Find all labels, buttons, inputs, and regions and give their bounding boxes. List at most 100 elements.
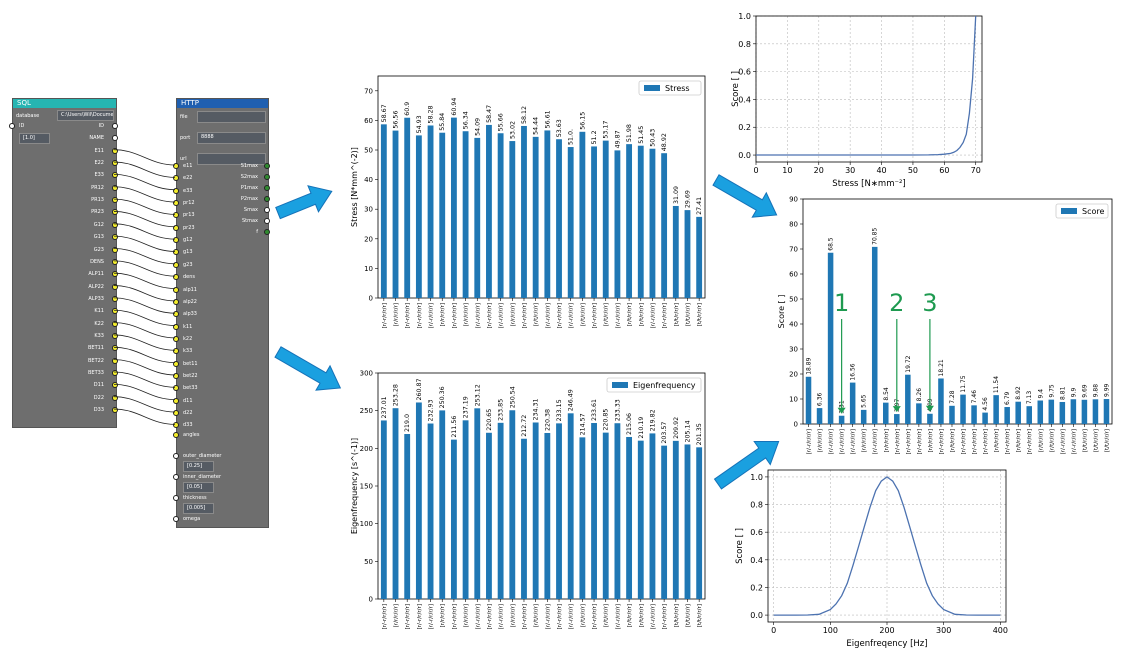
http-input-port-bet33[interactable]: [173, 385, 179, 392]
bar-value-label: 53.17: [603, 121, 610, 139]
http-port-label-pr23: pr23: [183, 224, 195, 231]
sql-output-port-pr13[interactable]: [112, 197, 118, 204]
id-field[interactable]: [1.0]: [19, 133, 50, 144]
http-output-port-s2max[interactable]: [264, 174, 270, 180]
bar: [567, 147, 574, 298]
bar-value-label: 48.92: [661, 133, 668, 151]
bar: [544, 130, 551, 298]
http-node[interactable]: HTTP file port 8888 url e11 e22 e33 pr12 pr1…: [173, 98, 270, 528]
http-output-port-p2max[interactable]: [264, 196, 270, 202]
sql-node[interactable]: SQL database C:\Users\Wil\Documents ID […: [9, 98, 118, 428]
database-input-port[interactable]: [9, 123, 15, 129]
x-axis-label: Stress [N∗mm⁻²]: [832, 179, 905, 189]
sql-output-port-id[interactable]: [112, 123, 118, 129]
wire: [113, 408, 176, 425]
http-input-port-k33[interactable]: [173, 348, 179, 355]
sql-output-port-g13[interactable]: [112, 234, 118, 241]
port-field[interactable]: 8888: [197, 132, 266, 144]
x-tick-label: [r/t/r/r/r]: [534, 604, 540, 627]
bar-value-label: 60.9: [404, 102, 411, 116]
sql-output-port-e11[interactable]: [112, 147, 118, 154]
http-input-port-bet22[interactable]: [173, 372, 179, 379]
http-input-port-k11[interactable]: [173, 323, 179, 330]
http-input-port-dens[interactable]: [173, 274, 179, 281]
http-input-port-pr23[interactable]: [173, 224, 179, 231]
arrow-icon: [274, 346, 342, 391]
x-tick-label: [t/t/r/r/r]: [685, 303, 691, 326]
file-field[interactable]: [197, 111, 266, 123]
http-input-port-alp22[interactable]: [173, 298, 179, 305]
sql-output-port-k11[interactable]: [112, 308, 118, 315]
eigenfrequency-bar-chart: 0 50 100 150 200 250 300 237.01 [r/-r/r/r/r] 253.…: [350, 370, 706, 629]
http-input-port-g23[interactable]: [173, 261, 179, 268]
sql-output-port-dens[interactable]: [112, 258, 118, 265]
http-extra-field-thickness[interactable]: [0.005]: [183, 503, 214, 514]
x-tick-label: 0: [771, 626, 776, 635]
http-input-port-d11[interactable]: [173, 397, 179, 404]
y-tick-label: 150: [360, 483, 373, 491]
http-input-port-e33[interactable]: [173, 187, 179, 194]
http-input-port-d33[interactable]: [173, 422, 179, 429]
http-input-port-e22[interactable]: [173, 175, 179, 182]
sql-output-port-d33[interactable]: [112, 407, 118, 414]
http-input-port-angles[interactable]: [173, 432, 179, 438]
http-input-port-e11[interactable]: [173, 163, 179, 169]
http-input-port-g13[interactable]: [173, 249, 179, 256]
http-input-port-bet11[interactable]: [173, 360, 179, 367]
x-tick-label: [r/t/r/r/r]: [639, 303, 645, 326]
database-field[interactable]: C:\Users\Wil\Documents: [57, 110, 114, 121]
sql-output-port-d11[interactable]: [112, 382, 118, 389]
sql-output-port-bet22[interactable]: [112, 357, 118, 364]
sql-output-port-e22[interactable]: [112, 160, 118, 167]
sql-port-label-e33: E33: [94, 172, 104, 179]
http-output-port-s1max[interactable]: [264, 163, 270, 169]
sql-port-label-dens: DENS: [90, 258, 104, 265]
sql-output-port-bet33[interactable]: [112, 370, 118, 376]
y-tick-label: 0: [369, 295, 373, 303]
http-input-port-k22[interactable]: [173, 335, 179, 342]
x-tick-label: [r/t/r/r/r]: [580, 604, 586, 627]
sql-output-port-alp33[interactable]: [112, 295, 118, 302]
sql-output-port-name[interactable]: [112, 135, 118, 142]
http-input-port-alp33[interactable]: [173, 311, 179, 318]
http-input-port-d22[interactable]: [173, 410, 179, 416]
sql-output-port-g23[interactable]: [112, 246, 118, 253]
x-tick-label: [t/t/r/r/r]: [1093, 429, 1099, 452]
sql-output-port-alp11[interactable]: [112, 271, 118, 278]
sql-output-port-k33[interactable]: [112, 332, 118, 339]
http-input-port-omega[interactable]: [173, 516, 179, 522]
http-output-port-f[interactable]: [264, 229, 270, 235]
x-tick-label: 30: [845, 166, 855, 175]
bar: [637, 145, 644, 298]
legend-label: Stress: [665, 84, 690, 93]
http-output-port-smax[interactable]: [264, 207, 270, 213]
http-input-port-pr12[interactable]: [173, 200, 179, 207]
sql-output-port-pr23[interactable]: [112, 209, 118, 216]
http-output-port-stmax[interactable]: [264, 218, 270, 224]
http-input-port-g12[interactable]: [173, 237, 179, 244]
y-tick-label: 0.6: [750, 528, 763, 537]
http-extra-field-inner-diameter[interactable]: [0.05]: [183, 482, 214, 493]
http-input-port-pr13[interactable]: [173, 212, 179, 219]
url-field[interactable]: [197, 153, 266, 165]
http-input-port-inner-diameter[interactable]: [173, 474, 179, 480]
bar: [1037, 400, 1044, 424]
sql-port-label-e22: E22: [94, 160, 104, 167]
sql-output-port-e33[interactable]: [112, 172, 118, 179]
sql-output-port-bet11[interactable]: [112, 345, 118, 352]
http-input-port-thickness[interactable]: [173, 495, 179, 501]
http-input-port-alp11[interactable]: [173, 286, 179, 293]
bar-value-label: 18.89: [806, 357, 813, 374]
http-input-port-outer-diameter[interactable]: [173, 453, 179, 459]
y-tick-label: 70: [789, 246, 798, 254]
sql-output-port-k22[interactable]: [112, 320, 118, 327]
sql-output-port-d22[interactable]: [112, 394, 118, 401]
http-output-port-p1max[interactable]: [264, 185, 270, 191]
bar-value-label: 219.82: [649, 409, 656, 431]
wire: [113, 396, 176, 413]
sql-output-port-pr12[interactable]: [112, 184, 118, 191]
sql-output-port-alp22[interactable]: [112, 283, 118, 290]
http-extra-field-outer-diameter[interactable]: [0.25]: [183, 461, 214, 472]
x-tick-label: [r/-r/r/r/r]: [487, 604, 493, 629]
sql-output-port-g12[interactable]: [112, 221, 118, 228]
